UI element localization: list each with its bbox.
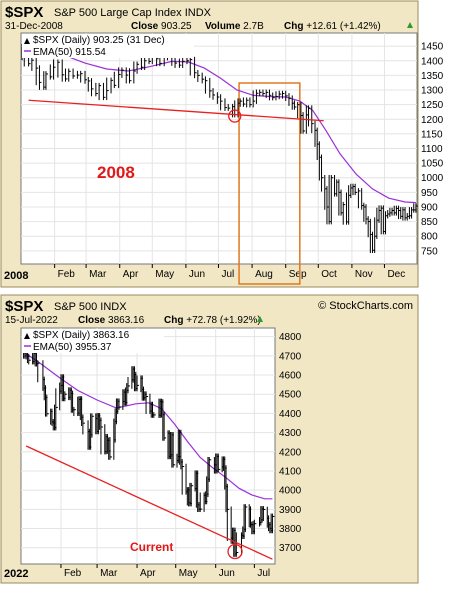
panel-2022-support-line [25, 445, 273, 560]
y-tick-label: 4200 [279, 447, 302, 458]
x-tick-label: Nov [355, 269, 373, 280]
y-tick-label: 1250 [421, 100, 444, 111]
panel-2022-date: 15-Jul-2022 [5, 315, 58, 326]
y-tick-label: 4600 [279, 371, 302, 382]
panel-2022-symbol: $SPX [5, 298, 43, 315]
panel-2008-index-name: S&P 500 Large Cap Index INDX [54, 7, 212, 19]
panel-2022-y-axis: 3700 3800 3900 4000 4100 4200 4300 4400 4500 4600… [279, 332, 302, 554]
y-tick-label: 4300 [279, 428, 302, 439]
panel-2008-ema-line [21, 39, 416, 204]
panel-2022-legend-price: $SPX (Daily) 3863.16 [33, 330, 130, 341]
y-tick-label: 1050 [421, 159, 444, 170]
y-tick-label: 850 [421, 217, 438, 228]
y-tick-label: 4000 [279, 486, 302, 497]
panel-2008-year-label: 2008 [4, 270, 28, 282]
panel-2008-date: 31-Dec-2008 [5, 21, 63, 32]
panel-2008-highlight-box [238, 82, 301, 285]
x-tick-label: Apr [140, 568, 156, 579]
y-tick-label: 3900 [279, 505, 302, 516]
panel-2008-legend-bg [22, 34, 194, 58]
x-tick-label: Aug [255, 269, 273, 280]
panel-2022-price-series [23, 334, 275, 557]
y-tick-label: 1000 [421, 173, 444, 184]
y-tick-label: 1150 [421, 129, 443, 140]
panel-2008-y-axis: 750 800 850 900 950 1000 1050 1100 1150 1200 1250 1… [421, 42, 444, 258]
y-tick-label: 1300 [421, 86, 444, 97]
panel-2008-price-series [21, 43, 418, 254]
x-tick-label: Jul [257, 568, 270, 579]
panel-2008-grid [21, 33, 417, 264]
panel-2022-x-axis: Feb Mar Apr May Jun Jul [60, 564, 270, 579]
x-tick-label: Dec [387, 269, 405, 280]
y-tick-label: 4400 [279, 409, 302, 420]
panel-2022-plot-area [20, 327, 276, 565]
panel-2008-legend-price-icon [24, 38, 30, 44]
y-tick-label: 1400 [421, 56, 444, 67]
panel-2008-annotation: 2008 [97, 163, 135, 182]
panel-2008-x-axis: Feb Mar Apr May Jun Jul Aug Sep Oct Nov Dec [54, 264, 405, 280]
y-tick-label: 3800 [279, 524, 302, 535]
panel-2022-legend-bg [22, 329, 164, 353]
panel-2022-circle-marker [227, 543, 243, 560]
y-tick-label: 1350 [421, 71, 444, 82]
panel-2008-legend-price: $SPX (Daily) 903.25 (31 Dec) [33, 35, 165, 46]
x-tick-label: Sep [289, 269, 307, 280]
y-tick-label: 1200 [421, 115, 444, 126]
panel-2022-grid [21, 328, 275, 564]
y-tick-label: 4500 [279, 390, 302, 401]
panel-2008-symbol: $SPX [5, 4, 43, 21]
panel-2008-close: Close 903.25 [131, 21, 192, 32]
panel-2008-up-arrow-icon [407, 22, 413, 28]
panel-2022-legend-ema: EMA(50) 3955.37 [33, 342, 112, 353]
x-tick-label: Oct [321, 269, 337, 280]
x-tick-label: Mar [100, 568, 118, 579]
panel-2022-index-name: S&P 500 INDX [54, 301, 127, 313]
y-tick-label: 900 [421, 202, 438, 213]
x-tick-label: Apr [123, 269, 139, 280]
x-tick-label: May [155, 269, 174, 280]
y-tick-label: 4700 [279, 351, 302, 362]
panel-2008-legend-ema: EMA(50) 915.54 [33, 47, 106, 58]
panel-2022-change: Chg +72.78 (+1.92%) [164, 315, 261, 326]
y-tick-label: 950 [421, 188, 438, 199]
y-tick-label: 4100 [279, 466, 302, 477]
panel-2022-ema-line [23, 351, 273, 500]
panel-2008-support-line [28, 99, 324, 122]
x-tick-label: May [179, 568, 198, 579]
y-tick-label: 1450 [421, 42, 444, 53]
y-tick-label: 800 [421, 232, 438, 243]
y-tick-label: 750 [421, 246, 438, 257]
panel-2022-close: Close 3863.16 [78, 315, 145, 326]
panel-2022-legend-price-icon [24, 333, 30, 339]
x-tick-label: Jun [219, 568, 235, 579]
y-tick-label: 4800 [279, 332, 302, 343]
x-tick-label: Mar [89, 269, 107, 280]
x-tick-label: Feb [58, 269, 76, 280]
panel-2008-change: Chg +12.61 (+1.42%) [284, 21, 381, 32]
panel-2022-year-label: 2022 [4, 568, 28, 580]
panel-2008-volume: Volume 2.7B [205, 21, 264, 32]
panel-2008-circle-marker [228, 109, 242, 123]
x-tick-label: Jun [189, 269, 205, 280]
panel-2022-annotation: Current [130, 540, 173, 554]
y-tick-label: 1100 [421, 144, 443, 155]
x-tick-label: Feb [64, 568, 82, 579]
panel-2022-up-arrow-icon [257, 316, 263, 322]
y-tick-label: 3700 [279, 543, 302, 554]
x-tick-label: Jul [221, 269, 234, 280]
panel-2022-source: © StockCharts.com [318, 300, 413, 312]
